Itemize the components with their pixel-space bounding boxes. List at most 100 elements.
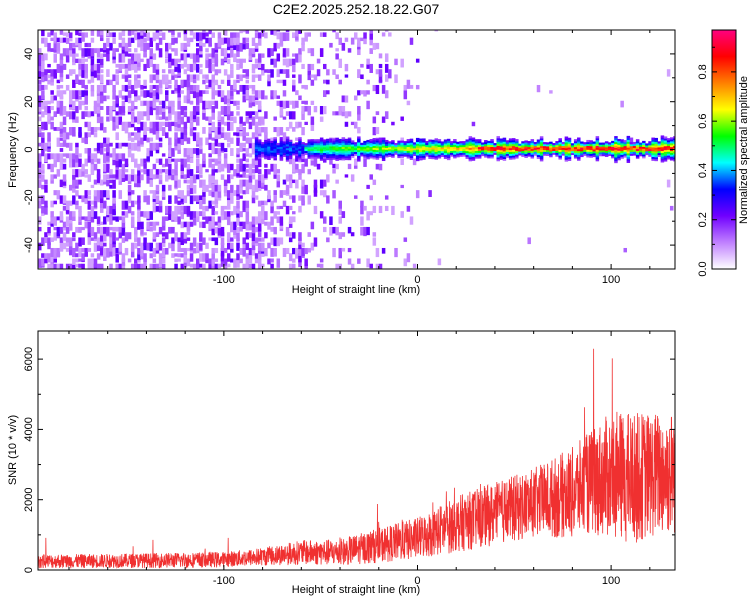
heatmap-cell: [292, 179, 296, 184]
heatmap-cell: [366, 149, 370, 152]
heatmap-cell: [412, 158, 417, 166]
heatmap-cell: [233, 53, 237, 62]
heatmap-cell: [456, 141, 460, 144]
heatmap-cell: [149, 84, 154, 93]
heatmap-cell: [381, 141, 386, 144]
heatmap-cell: [223, 37, 228, 44]
heatmap-cell: [338, 58, 342, 68]
heatmap-cell: [245, 69, 250, 77]
heatmap-cell: [134, 263, 138, 269]
heatmap-cell: [87, 174, 92, 182]
heatmap-cell: [595, 147, 600, 150]
heatmap-cell: [326, 140, 330, 143]
heatmap-cell: [199, 195, 203, 201]
heatmap-cell: [211, 100, 215, 105]
heatmap-cell: [59, 142, 64, 147]
heatmap-cell: [542, 151, 547, 154]
heatmap-cell: [81, 195, 85, 203]
colorbar-tick-label: 0.0: [697, 261, 709, 276]
heatmap-cell: [149, 253, 154, 259]
heatmap-cell: [282, 152, 287, 156]
heatmap-cell: [282, 90, 287, 97]
heatmap-cell: [223, 69, 228, 76]
heatmap-cell: [186, 74, 191, 81]
heatmap-cell: [623, 149, 627, 152]
heatmap-cell: [372, 84, 377, 92]
heatmap-cell: [350, 142, 355, 145]
heatmap-cell: [496, 139, 500, 143]
heatmap-cell: [663, 145, 668, 149]
heatmap-cell: [236, 90, 240, 95]
heatmap-cell: [295, 90, 299, 96]
heatmap-cell: [174, 127, 178, 132]
heatmap-cell: [78, 153, 82, 158]
heatmap-cell: [388, 32, 392, 37]
heatmap-cell: [127, 58, 132, 66]
heatmap-cell: [316, 139, 321, 142]
heatmap-cell: [660, 141, 665, 144]
heatmap-cell: [446, 156, 451, 159]
heatmap-cell: [577, 152, 581, 155]
heatmap-cell: [96, 174, 101, 183]
heatmap-cell: [62, 221, 67, 228]
heatmap-cell: [357, 140, 361, 143]
heatmap-cell: [580, 149, 584, 152]
heatmap-cell: [298, 48, 302, 55]
heatmap-cell: [645, 151, 649, 154]
heatmap-cell: [307, 154, 312, 157]
heatmap-cell: [158, 116, 163, 121]
heatmap-cell: [257, 147, 262, 150]
heatmap-cell: [165, 90, 169, 96]
heatmap-cell: [310, 121, 315, 131]
heatmap-cell: [511, 155, 516, 158]
heatmap-cell: [186, 205, 191, 215]
heatmap-cell: [542, 153, 547, 156]
heatmap-cell: [121, 48, 126, 54]
heatmap-cell: [93, 179, 98, 185]
heatmap-cell: [118, 242, 123, 252]
heatmap-cell: [316, 150, 321, 153]
heatmap-cell: [186, 221, 191, 231]
heatmap-cell: [626, 141, 631, 144]
heatmap-cell: [471, 158, 476, 161]
heatmap-cell: [75, 200, 79, 206]
heatmap-cell: [112, 242, 116, 248]
heatmap-cell: [598, 152, 603, 155]
heatmap-cell: [44, 121, 48, 131]
heatmap-cell: [347, 142, 352, 145]
heatmap-cell: [41, 169, 45, 174]
heatmap-cell: [611, 150, 615, 153]
heatmap-cell: [149, 179, 154, 187]
heatmap-cell: [264, 69, 268, 73]
heatmap-cell: [415, 147, 420, 150]
heatmap-cell: [319, 179, 324, 189]
heatmap-cell: [474, 139, 479, 142]
heatmap-cell: [666, 149, 671, 152]
heatmap-cell: [50, 179, 54, 184]
heatmap-cell: [301, 127, 305, 136]
heatmap-cell: [90, 69, 95, 77]
heatmap-cell: [251, 132, 256, 139]
heatmap-cell: [496, 147, 500, 150]
heatmap-cell: [313, 190, 318, 197]
heatmap-cell: [137, 137, 141, 147]
heatmap-cell: [301, 106, 305, 115]
heatmap-cell: [254, 150, 259, 153]
heatmap-cell: [285, 69, 290, 78]
heatmap-cell: [112, 37, 116, 44]
heatmap-cell: [90, 158, 95, 165]
heatmap-cell: [264, 157, 268, 160]
heatmap-cell: [288, 100, 293, 105]
heatmap-cell: [344, 111, 349, 119]
heatmap-cell: [288, 147, 293, 150]
heatmap-cell: [99, 48, 104, 52]
heatmap-cell: [155, 74, 160, 80]
heatmap-cell: [220, 253, 225, 262]
heatmap-cell: [530, 152, 535, 155]
heatmap-cell: [394, 148, 398, 151]
heatmap-cell: [310, 158, 315, 166]
heatmap-cell: [431, 145, 435, 148]
heatmap-cell: [230, 37, 234, 46]
heatmap-cell: [217, 37, 222, 47]
heatmap-cell: [589, 140, 593, 143]
